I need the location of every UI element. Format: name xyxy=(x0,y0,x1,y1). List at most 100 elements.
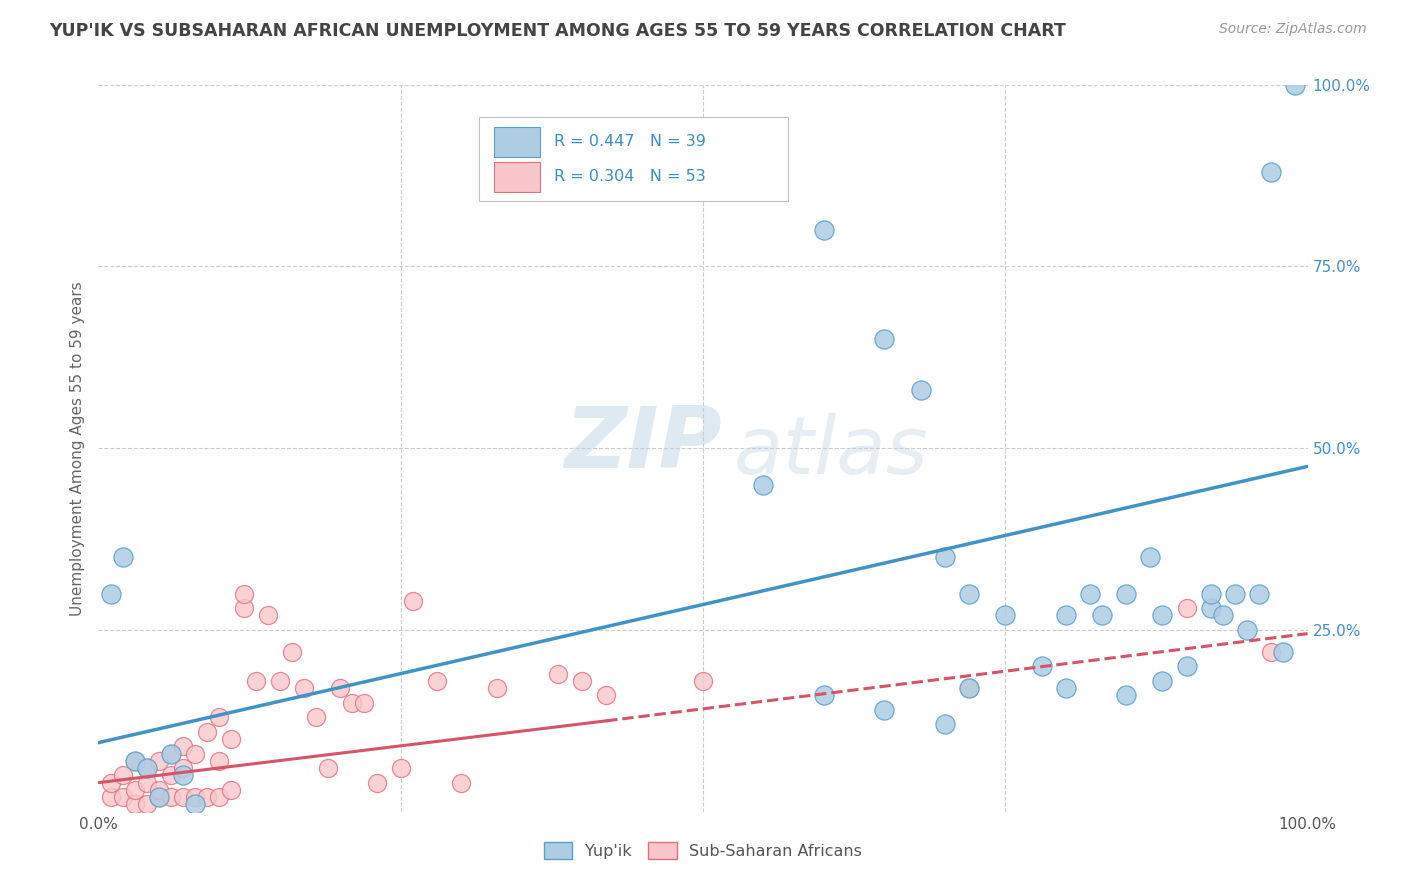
Point xyxy=(172,790,194,805)
Point xyxy=(245,673,267,688)
Point xyxy=(934,550,956,565)
Point xyxy=(873,332,896,346)
Text: atlas: atlas xyxy=(734,413,928,491)
Text: R = 0.447   N = 39: R = 0.447 N = 39 xyxy=(554,134,706,149)
Point xyxy=(402,594,425,608)
Text: Source: ZipAtlas.com: Source: ZipAtlas.com xyxy=(1219,22,1367,37)
Point xyxy=(305,710,328,724)
Point xyxy=(135,761,157,775)
Point xyxy=(957,587,980,601)
Point xyxy=(994,608,1017,623)
Point xyxy=(160,768,183,782)
Text: R = 0.304   N = 53: R = 0.304 N = 53 xyxy=(554,169,706,184)
Point xyxy=(1249,587,1271,601)
Point xyxy=(957,681,980,695)
Point xyxy=(1139,550,1161,565)
Point xyxy=(1223,587,1246,601)
Point xyxy=(221,731,243,746)
Point xyxy=(148,783,170,797)
Y-axis label: Unemployment Among Ages 55 to 59 years: Unemployment Among Ages 55 to 59 years xyxy=(70,281,86,615)
Point xyxy=(208,710,231,724)
Point xyxy=(910,383,932,397)
Point xyxy=(813,689,835,703)
Point xyxy=(281,645,304,659)
Point xyxy=(1115,587,1137,601)
Point xyxy=(256,608,278,623)
Point xyxy=(184,747,207,761)
Point xyxy=(160,790,183,805)
Point xyxy=(692,673,714,688)
Point xyxy=(1199,587,1222,601)
Point xyxy=(124,754,146,768)
Point xyxy=(1031,659,1053,673)
Bar xyxy=(494,127,540,158)
Point xyxy=(160,747,183,761)
Point xyxy=(329,681,352,695)
Point xyxy=(135,761,157,775)
Text: YUP'IK VS SUBSAHARAN AFRICAN UNEMPLOYMENT AMONG AGES 55 TO 59 YEARS CORRELATION : YUP'IK VS SUBSAHARAN AFRICAN UNEMPLOYMEN… xyxy=(49,22,1066,40)
Point xyxy=(1091,608,1114,623)
Point xyxy=(124,797,146,812)
Point xyxy=(1212,608,1234,623)
Point xyxy=(595,689,617,703)
Point xyxy=(813,223,835,237)
Point xyxy=(160,747,183,761)
Point xyxy=(389,761,412,775)
Point xyxy=(934,717,956,731)
Point xyxy=(100,587,122,601)
Point xyxy=(172,768,194,782)
Point xyxy=(366,775,388,789)
Point xyxy=(547,666,569,681)
Point xyxy=(1054,681,1077,695)
Point xyxy=(232,587,254,601)
Point xyxy=(292,681,315,695)
Point xyxy=(195,790,218,805)
Point xyxy=(1272,645,1295,659)
Point xyxy=(184,790,207,805)
Point xyxy=(1115,689,1137,703)
Point xyxy=(342,696,364,710)
Point xyxy=(269,673,291,688)
Point xyxy=(1054,608,1077,623)
Point xyxy=(1152,608,1174,623)
Point xyxy=(148,790,170,805)
Point xyxy=(208,754,231,768)
Point xyxy=(486,681,509,695)
Point xyxy=(873,703,896,717)
Point xyxy=(1260,165,1282,179)
Bar xyxy=(494,161,540,193)
Point xyxy=(1078,587,1101,601)
Point xyxy=(450,775,472,789)
Point xyxy=(124,754,146,768)
Point xyxy=(752,477,775,491)
Point xyxy=(124,783,146,797)
Point xyxy=(111,790,134,805)
Text: ZIP: ZIP xyxy=(564,403,721,486)
Point xyxy=(957,681,980,695)
Point xyxy=(571,673,593,688)
Point xyxy=(1175,601,1198,615)
Point xyxy=(353,696,375,710)
Point xyxy=(195,724,218,739)
Point xyxy=(1199,601,1222,615)
FancyBboxPatch shape xyxy=(479,118,787,201)
Point xyxy=(135,775,157,789)
Point xyxy=(221,783,243,797)
Point xyxy=(135,797,157,812)
Point xyxy=(100,775,122,789)
Point xyxy=(232,601,254,615)
Point xyxy=(316,761,339,775)
Point xyxy=(1152,673,1174,688)
Point xyxy=(111,550,134,565)
Point xyxy=(1236,623,1258,637)
Point xyxy=(111,768,134,782)
Point xyxy=(1260,645,1282,659)
Point xyxy=(172,761,194,775)
Point xyxy=(148,790,170,805)
Point xyxy=(184,797,207,812)
Point xyxy=(426,673,449,688)
Point xyxy=(1175,659,1198,673)
Point xyxy=(208,790,231,805)
Point xyxy=(1284,78,1306,92)
Point xyxy=(172,739,194,754)
